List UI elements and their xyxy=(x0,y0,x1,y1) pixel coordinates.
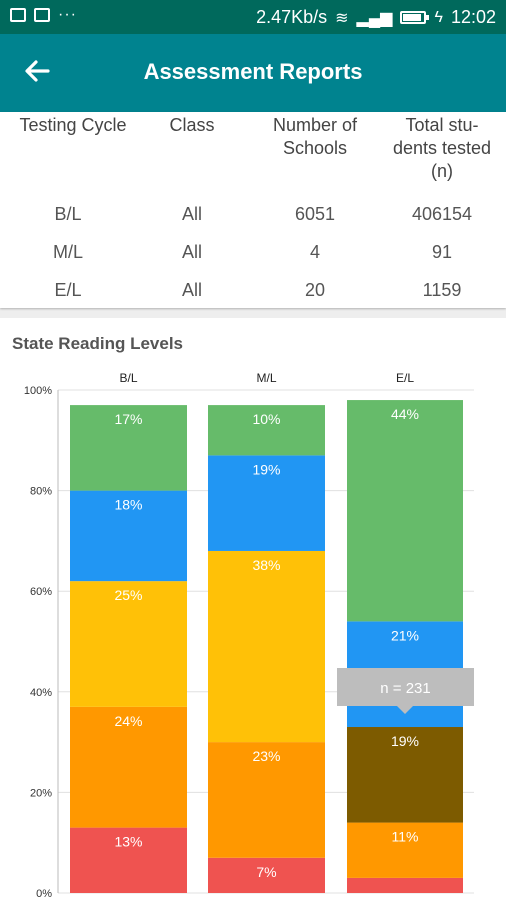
table-cell: E/L xyxy=(54,280,82,300)
tooltip xyxy=(337,668,474,706)
data-label: 19% xyxy=(391,733,419,749)
bar-segment[interactable] xyxy=(208,742,325,858)
page-title: Assessment Reports xyxy=(143,59,363,84)
y-tick-label: 20% xyxy=(30,787,52,799)
data-label: 23% xyxy=(252,748,280,764)
data-label: 10% xyxy=(252,411,280,427)
bar-segment[interactable] xyxy=(347,822,463,878)
data-label: 44% xyxy=(391,406,419,422)
table-cell: 6051 xyxy=(294,204,336,224)
bar-segment[interactable] xyxy=(347,727,463,823)
y-tick-label: 80% xyxy=(30,486,52,498)
summary-table: Testing Cycle Class Number of Schools Tot… xyxy=(0,112,506,308)
table-cell: 406154 xyxy=(411,204,473,224)
wifi-icon: ≋ xyxy=(335,9,349,27)
table-cell: 20 xyxy=(304,280,326,300)
table-cell: All xyxy=(181,280,202,300)
app-bar: Assessment Reports xyxy=(0,34,506,112)
data-label: 19% xyxy=(252,461,280,477)
status-bar: ··· 2.47Kb/s ≋ ▂▄▆ ϟ 12:02 xyxy=(0,0,506,34)
bar-segment[interactable] xyxy=(208,405,325,456)
tooltip-pointer xyxy=(397,706,413,714)
bar-segment[interactable] xyxy=(208,455,325,551)
chart-title: State Reading Levels xyxy=(12,334,184,353)
bar-segment[interactable] xyxy=(208,550,325,743)
notification-icons: ··· xyxy=(10,6,77,23)
charging-icon: ϟ xyxy=(434,8,443,26)
app-icon xyxy=(34,8,50,22)
y-tick-label: 0% xyxy=(36,888,52,900)
category-label: E/L xyxy=(396,371,414,385)
data-label: 18% xyxy=(114,497,142,513)
bar-segment[interactable] xyxy=(70,405,187,491)
signal-icon: ▂▄▆ xyxy=(356,9,393,27)
table-cell: 91 xyxy=(431,242,453,262)
clock: 12:02 xyxy=(450,7,496,27)
battery-icon xyxy=(400,11,430,24)
column-header-number-of-schools: Number of Schools xyxy=(272,115,358,158)
table-cell: 4 xyxy=(309,242,320,262)
bar-segment[interactable] xyxy=(70,706,187,828)
bar-segment[interactable] xyxy=(70,827,187,893)
data-label: 13% xyxy=(114,834,142,850)
bar-segment[interactable] xyxy=(70,490,187,582)
tooltip-text: n = 231 xyxy=(380,680,430,697)
column-header-testing-cycle: Testing Cycle xyxy=(19,115,127,135)
data-label: 17% xyxy=(114,411,142,427)
column-header-class: Class xyxy=(169,115,215,135)
stacked-bar-chart[interactable]: 0% 20% 40% 60% 80% 100% B/L 13% 24% 25% 18% 17% M/L 7… xyxy=(0,318,506,900)
y-tick-label: 100% xyxy=(24,385,52,397)
table-cell: All xyxy=(181,204,202,224)
data-label: 7% xyxy=(256,864,276,880)
table-cell: M/L xyxy=(52,242,83,262)
bar-segment[interactable] xyxy=(347,877,463,893)
more-notifications-icon: ··· xyxy=(58,6,77,23)
table-cell: 1159 xyxy=(422,280,462,300)
data-label: 11% xyxy=(392,829,419,845)
chart-card: State Reading Levels 0% 20% 40% 60% 80% 100% B… xyxy=(0,318,506,900)
y-tick-label: 40% xyxy=(30,687,52,699)
data-label: 24% xyxy=(114,713,142,729)
arrow-left-icon[interactable] xyxy=(22,56,56,90)
bar-segment[interactable] xyxy=(347,400,463,622)
column-header-total-students: Total stu-dents tested (n) xyxy=(392,115,492,181)
y-tick-label: 60% xyxy=(30,586,52,598)
system-icons: 2.47Kb/s ≋ ▂▄▆ ϟ 12:02 xyxy=(256,7,496,28)
bar-segment[interactable] xyxy=(208,857,325,893)
data-label: 25% xyxy=(114,587,142,603)
data-label: 38% xyxy=(252,557,280,573)
back-arrow-svg xyxy=(25,60,50,82)
category-label: M/L xyxy=(256,371,276,385)
network-speed: 2.47Kb/s xyxy=(256,7,328,27)
data-label: 21% xyxy=(391,627,419,643)
category-label: B/L xyxy=(119,371,137,385)
bar-segment[interactable] xyxy=(70,581,187,707)
table-cell: All xyxy=(181,242,202,262)
table-cell: B/L xyxy=(54,204,82,224)
image-icon xyxy=(10,8,26,22)
